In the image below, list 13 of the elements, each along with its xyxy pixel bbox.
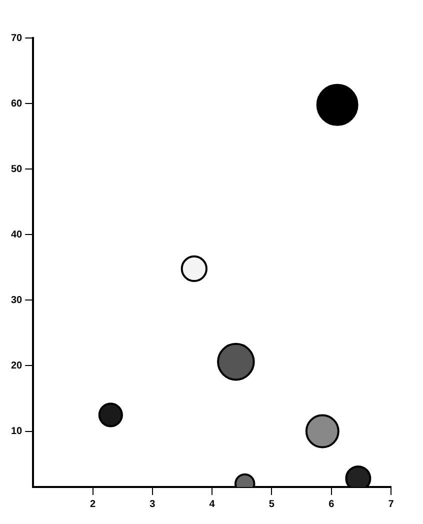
x-tick-label: 4 — [209, 498, 216, 510]
x-tick-label: 6 — [328, 498, 335, 510]
y-tick-label: 10 — [11, 426, 23, 438]
y-tick-label: 50 — [11, 164, 23, 175]
y-tick-label: 60 — [11, 98, 23, 110]
y-tick-label: 30 — [11, 294, 23, 306]
x-tick-label: 3 — [150, 498, 156, 510]
x-tick-label: 7 — [388, 498, 394, 510]
y-tick-label: 70 — [11, 32, 23, 44]
x-tick-label: 5 — [268, 498, 275, 510]
y-tick-label: 40 — [11, 229, 23, 240]
y-tick-label: 20 — [11, 360, 23, 372]
x-tick-label: 2 — [90, 498, 96, 510]
